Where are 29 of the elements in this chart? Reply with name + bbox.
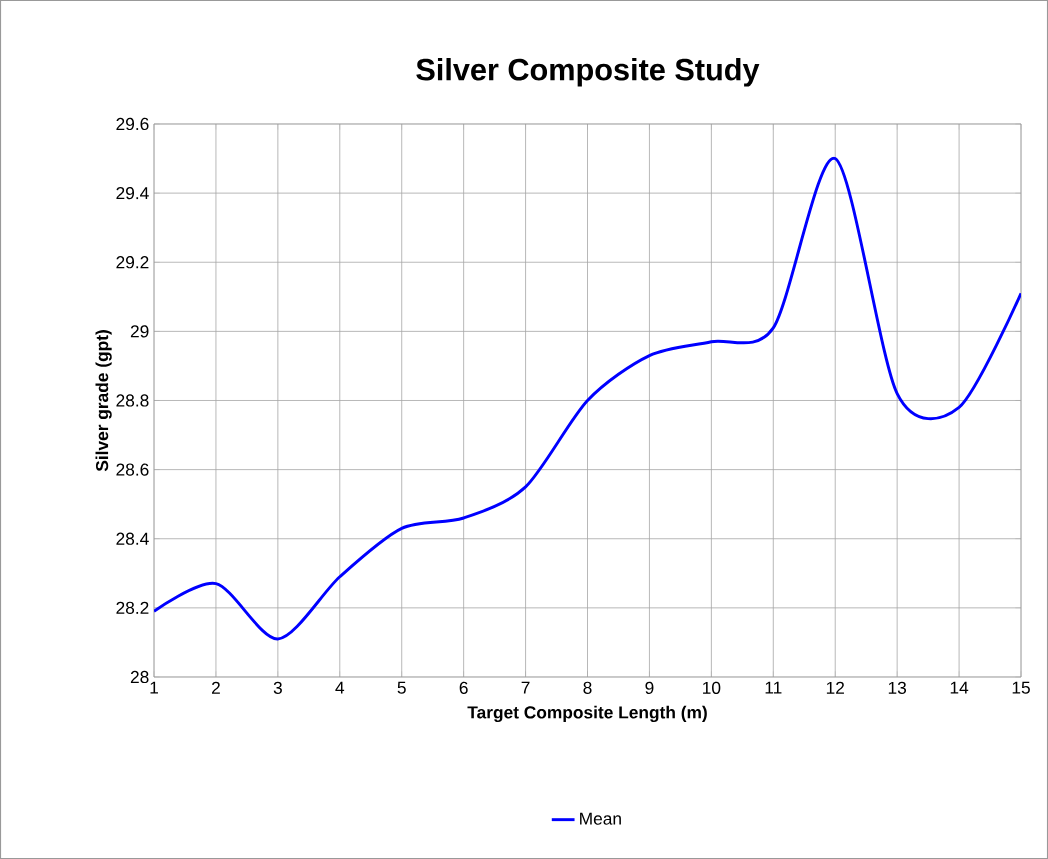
x-axis-title: Target Composite Length (m) — [467, 705, 707, 723]
y-tick-label: 28.8 — [116, 394, 149, 407]
x-tick-label: 10 — [703, 681, 721, 694]
y-tick-label: 29.6 — [116, 117, 149, 131]
x-tick-label: 9 — [645, 681, 654, 694]
x-tick-label: 12 — [826, 681, 844, 694]
x-tick-label: 14 — [950, 681, 969, 694]
x-tick-label: 13 — [888, 681, 907, 694]
legend-label: Mean — [580, 812, 621, 825]
y-tick-label: 29.2 — [116, 256, 149, 269]
x-tick-label: 4 — [335, 681, 345, 694]
x-tick-label: 3 — [273, 681, 282, 694]
x-tick-label: 15 — [1012, 681, 1030, 694]
y-axis-title: Silver grade (gpt) — [95, 330, 112, 472]
x-tick-label: 2 — [211, 681, 220, 694]
y-tick-label: 28.6 — [116, 463, 149, 476]
x-tick-label: 6 — [459, 681, 468, 694]
line-series — [154, 157, 1022, 641]
x-tick-label: 5 — [397, 681, 406, 694]
y-tick-label: 28 — [130, 670, 149, 684]
x-tick-label: 7 — [521, 681, 530, 694]
x-tick-label: 1 — [150, 681, 158, 694]
chart-title: Silver Composite Study — [416, 58, 760, 87]
y-tick-label: 29.4 — [116, 186, 149, 200]
y-tick-label: 29 — [130, 325, 149, 338]
x-tick-label: 8 — [583, 681, 592, 694]
y-tick-label: 28.2 — [116, 601, 149, 614]
y-tick-label: 28.4 — [116, 532, 149, 545]
x-tick-label: 11 — [765, 681, 782, 694]
